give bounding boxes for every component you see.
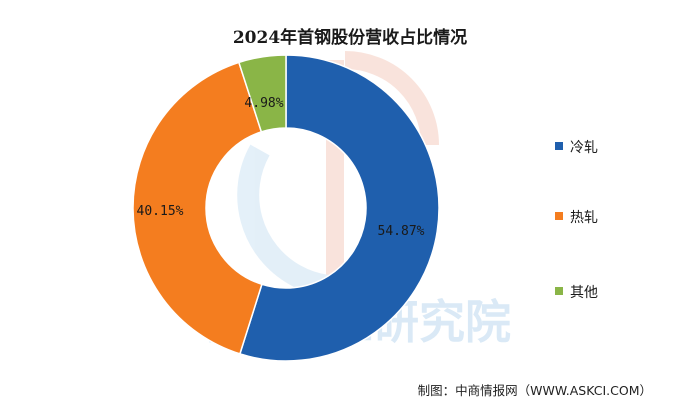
legend-swatch [555, 212, 563, 220]
slice-value-label: 4.98% [244, 96, 283, 111]
legend-swatch [555, 142, 563, 150]
legend-label: 热轧 [570, 210, 598, 226]
slice-value-label: 40.15% [137, 204, 184, 219]
slice-value-label: 54.87% [378, 224, 425, 239]
source-footer: 制图：中商情报网（WWW.ASKCI.COM） [418, 383, 652, 398]
donut-slice-3 [237, 54, 287, 133]
donut-slice-1 [238, 54, 440, 362]
legend-swatch [555, 287, 563, 295]
donut-slice-2 [132, 61, 263, 355]
chart-title: 2024年首钢股份营收占比情况 [233, 27, 467, 48]
legend-label: 冷轧 [570, 140, 598, 156]
legend-label: 其他 [570, 285, 598, 301]
slice-labels-group: 54.87% 40.15% 4.98% [137, 96, 425, 239]
slices-group [132, 54, 440, 362]
